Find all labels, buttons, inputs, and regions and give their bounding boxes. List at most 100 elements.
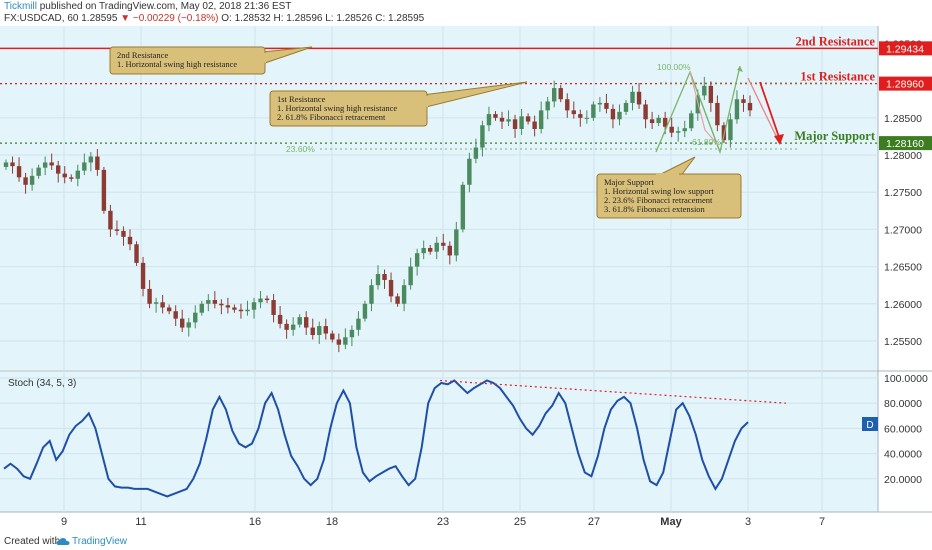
publisher-link[interactable]: Tickmill	[4, 1, 37, 12]
callout-text: Major Support	[604, 177, 654, 187]
candle-body	[277, 314, 283, 324]
fib-label-100: 100.00%	[657, 62, 691, 72]
time-axis-label: 16	[249, 516, 261, 528]
candle-body	[108, 210, 113, 230]
stoch-title: Stoch (34, 5, 3)	[8, 378, 76, 389]
price-axis-label: 1.28500	[884, 113, 922, 125]
stoch-axis-label: 60.0000	[884, 423, 922, 435]
price-tag	[879, 76, 932, 91]
candle-body	[747, 102, 753, 111]
projection-arrow-head	[774, 134, 784, 145]
candle-body	[173, 311, 178, 319]
candle-body	[238, 309, 244, 312]
candle-body	[251, 302, 257, 310]
stoch-axis-label: 80.0000	[884, 398, 922, 410]
price-tag-label: 1.29434	[886, 43, 924, 55]
candle-body	[578, 114, 583, 118]
axes: 9111618232527May371.295001.285001.280001…	[8, 38, 932, 528]
candle-body	[741, 99, 746, 103]
level-label: Major Support	[794, 129, 876, 143]
candle-body	[29, 175, 35, 185]
candle-body	[304, 317, 309, 328]
candle-body	[114, 229, 120, 231]
price-axis-label: 1.28000	[884, 150, 922, 162]
candle-body	[421, 247, 426, 254]
candle-body	[662, 117, 668, 127]
candle-body	[330, 333, 335, 340]
candle-body	[473, 147, 479, 159]
candle-body	[62, 173, 67, 178]
candle-body	[199, 303, 204, 313]
candle-body	[382, 274, 387, 280]
price-chart-svg[interactable]: 2nd Resistance 1st Resistance Major Suppor…	[0, 26, 932, 534]
callout-text: 1st Resistance	[277, 94, 326, 104]
stoch-pane-background	[0, 372, 878, 512]
candle-body	[597, 102, 603, 105]
callout-text: 1. Horizontal swing low support	[604, 186, 714, 196]
time-axis-label: 7	[819, 516, 825, 528]
candle-body	[297, 317, 302, 325]
candle-body	[95, 156, 100, 170]
candle-body	[356, 318, 361, 330]
chart-area[interactable]: 2nd Resistance 1st Resistance Major Suppor…	[0, 26, 932, 534]
candle-body	[428, 247, 433, 252]
candle-body	[160, 302, 165, 308]
candle-body	[153, 302, 159, 304]
candle-body	[506, 119, 511, 122]
candle-body	[499, 117, 505, 122]
candle-body	[486, 114, 492, 126]
candle-body	[565, 99, 570, 111]
candle-body	[434, 242, 439, 252]
candle-body	[317, 326, 322, 336]
price-axis-panel	[878, 26, 932, 512]
time-axis-label: 3	[745, 516, 751, 528]
candle-body	[388, 279, 394, 297]
candle-body	[369, 285, 374, 304]
candle-body	[375, 274, 381, 286]
candle-body	[193, 312, 198, 323]
footer: Created with TradingView	[0, 534, 932, 550]
price-tag	[879, 136, 932, 151]
published-text: published on TradingView.com, May 02, 20…	[39, 1, 292, 12]
callout-text: 2nd Resistance	[117, 50, 168, 60]
time-axis-label: May	[660, 516, 682, 528]
last-price: 1.28595	[81, 13, 118, 24]
projection-arrow	[759, 81, 781, 141]
projection-path-light	[689, 71, 719, 146]
stoch-axis-label: 100.0000	[884, 373, 928, 385]
stoch-badge-label: D	[866, 420, 873, 431]
candle-body	[82, 162, 87, 171]
candle-body	[545, 101, 550, 111]
candle-body	[480, 125, 485, 148]
symbol-info: FX:USDCAD, 60 1.28595 ▼ −0.00229 (−0.18%…	[4, 13, 424, 24]
candle-body	[349, 329, 355, 338]
candle-body	[467, 158, 472, 185]
candle-body	[343, 337, 348, 345]
candle-body	[245, 309, 250, 312]
price-axis-label: 1.27500	[884, 187, 922, 199]
candle-body	[617, 111, 622, 120]
symbol-label[interactable]: FX:USDCAD, 60	[4, 13, 79, 24]
price-pane-background	[0, 26, 878, 370]
candle-body	[702, 85, 707, 96]
candle-body	[264, 298, 270, 301]
price-change: ▼ −0.00229 (−0.18%)	[120, 13, 219, 24]
tradingview-link[interactable]: TradingView	[72, 536, 128, 547]
candle-body	[630, 91, 635, 103]
price-tag	[879, 41, 932, 56]
candle-body	[42, 162, 48, 168]
price-axis-label: 1.25500	[884, 336, 922, 348]
time-axis-label: 9	[61, 516, 67, 528]
fib-label-618: 61.80%	[692, 137, 721, 147]
candle-body	[689, 113, 694, 129]
stochastic	[3, 379, 787, 498]
candle-body	[441, 242, 446, 246]
candle-body	[552, 88, 557, 102]
time-axis-label: 11	[135, 516, 146, 528]
candle-body	[493, 114, 498, 118]
callout-text: 1. Horizontal swing high resistance	[117, 59, 237, 69]
